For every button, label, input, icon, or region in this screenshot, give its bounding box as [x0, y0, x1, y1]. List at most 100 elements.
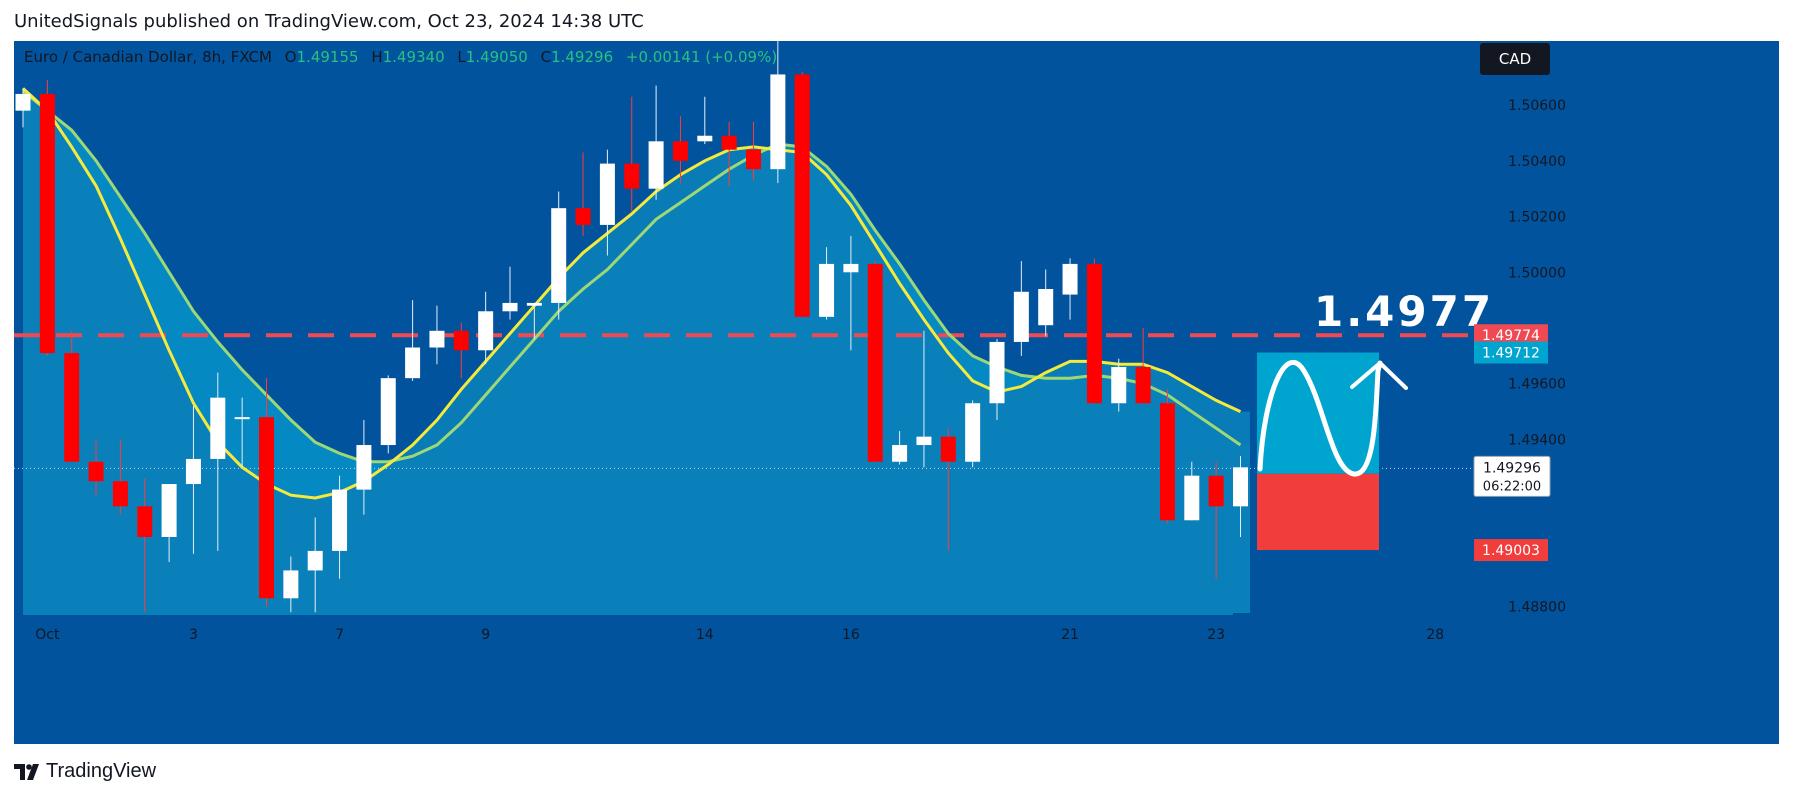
- legend-o-value: 1.49155: [297, 48, 359, 66]
- candle[interactable]: [1062, 258, 1078, 320]
- stop-zone[interactable]: [1257, 473, 1379, 551]
- legend-c-value: 1.49296: [551, 48, 613, 66]
- resistance-level-label[interactable]: 1.4977: [1314, 287, 1494, 336]
- candles-layer[interactable]: [15, 41, 1249, 613]
- grid-layer: [14, 333, 1476, 469]
- last-price-badge[interactable]: 1.49296 06:22:00: [1473, 455, 1551, 497]
- candle[interactable]: [283, 556, 299, 613]
- candle[interactable]: [356, 419, 372, 515]
- candle-body: [502, 302, 518, 312]
- candle[interactable]: [819, 247, 835, 320]
- candle[interactable]: [64, 330, 80, 462]
- x-tick-label: 7: [335, 627, 344, 643]
- candle[interactable]: [380, 375, 396, 454]
- candle[interactable]: [185, 406, 201, 554]
- x-tick-label: 16: [842, 627, 860, 643]
- target-zone[interactable]: [1257, 352, 1379, 474]
- legend-timeframe: 8h: [202, 48, 221, 66]
- candle[interactable]: [39, 80, 55, 356]
- candle[interactable]: [916, 330, 932, 468]
- candle[interactable]: [940, 428, 956, 551]
- candle[interactable]: [259, 378, 274, 607]
- candle[interactable]: [746, 121, 761, 181]
- candle[interactable]: [989, 339, 1005, 420]
- moving-average-layer: [21, 87, 1242, 500]
- candle[interactable]: [234, 397, 250, 468]
- candle[interactable]: [1184, 461, 1200, 521]
- candle[interactable]: [88, 439, 104, 496]
- candle[interactable]: [429, 305, 445, 365]
- candle[interactable]: [1111, 358, 1127, 412]
- candle[interactable]: [721, 121, 737, 186]
- candle[interactable]: [137, 478, 153, 613]
- candle[interactable]: [551, 191, 567, 320]
- candle[interactable]: [1038, 269, 1054, 337]
- annotation-layer[interactable]: 1.4977: [1257, 287, 1494, 551]
- candle[interactable]: [648, 85, 664, 200]
- candle[interactable]: [332, 475, 348, 579]
- legend-l-label: L: [457, 48, 466, 66]
- candle-body: [1062, 263, 1078, 295]
- candle[interactable]: [624, 96, 640, 211]
- candle-body: [746, 149, 761, 170]
- candle[interactable]: [965, 400, 981, 468]
- candle[interactable]: [1233, 456, 1248, 537]
- last-price-label: 1.49296: [1483, 460, 1541, 476]
- candle[interactable]: [770, 41, 786, 184]
- price-chart[interactable]: 1.4977 1.50600 1.50400 1.50200 1.50000 1.496…: [14, 41, 1779, 744]
- candle[interactable]: [843, 236, 859, 351]
- candle-body: [624, 163, 640, 189]
- candle[interactable]: [478, 291, 494, 365]
- candle[interactable]: [1208, 461, 1224, 579]
- lower-band-area: [23, 88, 1250, 615]
- candle[interactable]: [672, 116, 688, 184]
- candle[interactable]: [599, 149, 615, 256]
- up-arrow-icon[interactable]: [1350, 361, 1408, 390]
- candle[interactable]: [502, 266, 518, 320]
- y-tick-label: 1.49400: [1508, 432, 1566, 448]
- candle[interactable]: [210, 372, 226, 551]
- candle-body: [794, 74, 810, 317]
- legend-o-label: O: [285, 48, 297, 66]
- candle-body: [39, 93, 55, 354]
- candle[interactable]: [15, 88, 31, 128]
- currency-badge[interactable]: CAD: [1480, 43, 1550, 75]
- candle[interactable]: [112, 439, 128, 515]
- x-tick-label: 9: [481, 627, 490, 643]
- x-tick-label: 23: [1207, 627, 1225, 643]
- projection-wave[interactable]: [1257, 360, 1383, 477]
- price-badge-label: 1.49774: [1482, 328, 1540, 344]
- candle[interactable]: [453, 322, 469, 379]
- price-badge-resistance[interactable]: 1.49774: [1474, 324, 1548, 347]
- candle[interactable]: [161, 484, 177, 563]
- candle[interactable]: [405, 300, 421, 381]
- candle-body: [1013, 291, 1029, 342]
- candle[interactable]: [307, 517, 323, 613]
- candle[interactable]: [1135, 328, 1151, 404]
- y-tick-label: 1.50400: [1508, 154, 1566, 170]
- footer-brand-name: TradingView: [46, 760, 157, 782]
- candle[interactable]: [867, 261, 883, 462]
- candle-body: [843, 263, 859, 273]
- candle[interactable]: [575, 152, 591, 237]
- footer-brand[interactable]: TradingView: [14, 760, 156, 783]
- candle-body: [234, 417, 250, 420]
- price-badge-label: 1.49003: [1482, 543, 1540, 559]
- candle[interactable]: [1013, 261, 1029, 356]
- price-badge-stop[interactable]: 1.49003: [1474, 539, 1548, 562]
- candle[interactable]: [526, 302, 542, 340]
- candle-body: [453, 330, 469, 351]
- candle-body: [526, 302, 542, 306]
- candle-body: [185, 458, 201, 485]
- price-badge-target[interactable]: 1.49712: [1474, 341, 1548, 364]
- legend-h-value: 1.49340: [383, 48, 445, 66]
- candle-body: [551, 208, 567, 303]
- candle[interactable]: [1086, 258, 1102, 404]
- chart-frame[interactable]: 1.4977 1.50600 1.50400 1.50200 1.50000 1.496…: [14, 41, 1779, 744]
- candle[interactable]: [697, 96, 713, 145]
- candle-body: [332, 489, 348, 551]
- candle[interactable]: [892, 431, 908, 465]
- candle[interactable]: [1159, 389, 1175, 524]
- candle-body: [648, 141, 664, 189]
- candle[interactable]: [794, 71, 810, 317]
